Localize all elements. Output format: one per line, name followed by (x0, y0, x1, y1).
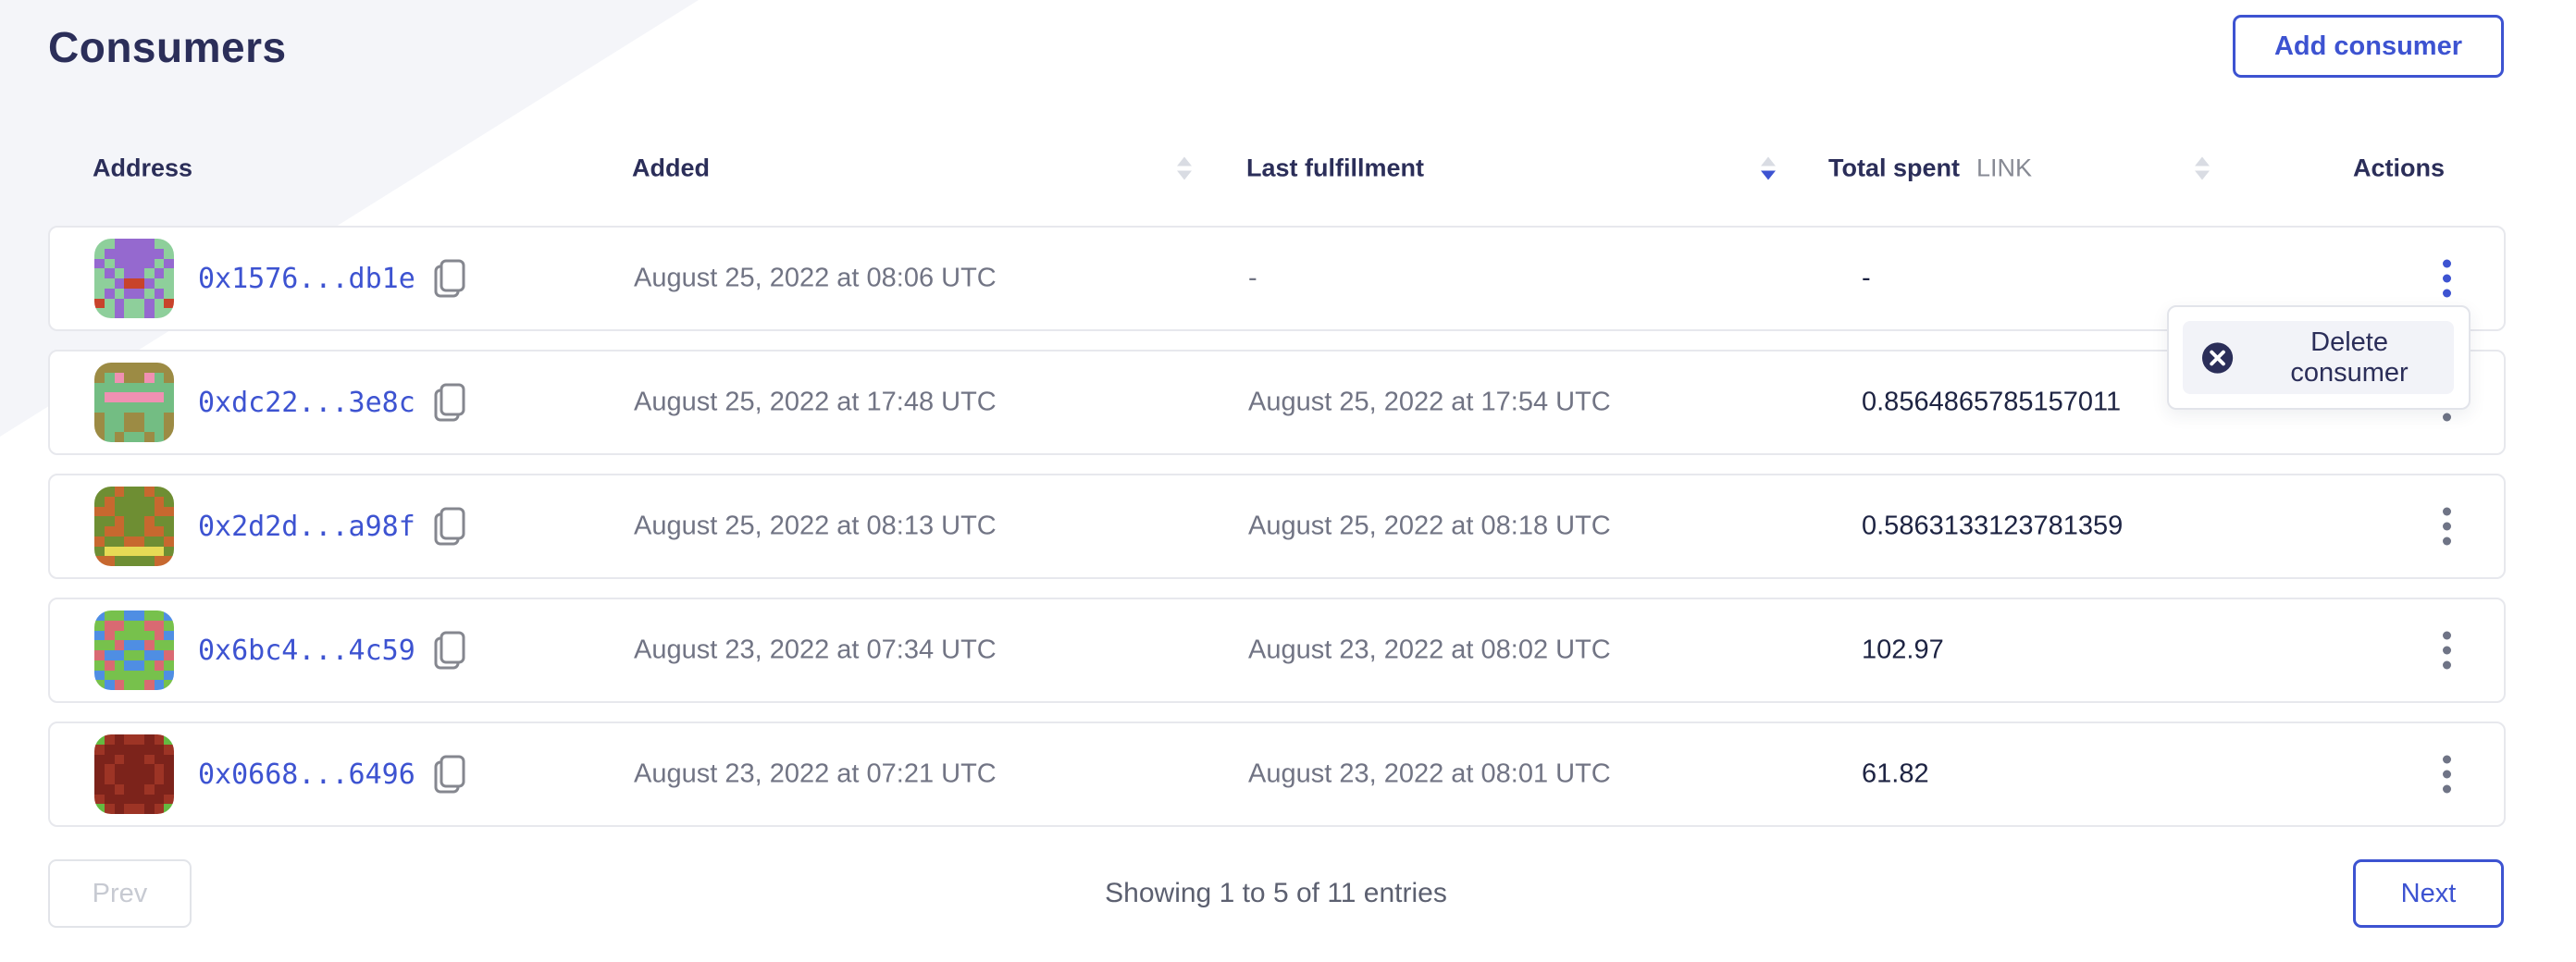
table-row: 0x1576...db1e August 25, 2022 at 08:06 U… (48, 226, 2506, 331)
last-fulfillment-cell: August 23, 2022 at 08:02 UTC (1248, 635, 1611, 665)
total-spent-label: Total spent (1828, 154, 1961, 182)
address-identicon (94, 239, 174, 318)
prev-page-button[interactable]: Prev (48, 859, 192, 928)
next-page-button[interactable]: Next (2353, 859, 2504, 928)
added-cell: August 23, 2022 at 07:21 UTC (634, 758, 997, 789)
page-title: Consumers (48, 23, 287, 71)
added-cell: August 25, 2022 at 17:48 UTC (634, 387, 997, 417)
address-cell: 0x2d2d...a98f (198, 507, 467, 546)
actions-cell (2434, 499, 2460, 555)
table-header: Address Added Last fulfillment Total spe… (0, 146, 2576, 191)
entries-summary: Showing 1 to 5 of 11 entries (1105, 878, 1447, 908)
copy-address-icon[interactable] (434, 259, 467, 298)
pagination-bar: Prev Showing 1 to 5 of 11 entries Next (48, 859, 2504, 928)
actions-cell (2434, 251, 2460, 307)
row-actions-kebab-icon[interactable] (2434, 251, 2460, 307)
added-cell: August 25, 2022 at 08:13 UTC (634, 511, 997, 541)
actions-cell (2434, 623, 2460, 679)
added-cell: August 25, 2022 at 08:06 UTC (634, 263, 997, 293)
last-fulfillment-cell: August 25, 2022 at 17:54 UTC (1248, 387, 1611, 417)
total-spent-cell: 61.82 (1862, 758, 1929, 789)
row-action-menu: Delete consumer (2167, 305, 2471, 410)
address-link[interactable]: 0xdc22...3e8c (198, 386, 415, 419)
total-spent-cell: 0.5863133123781359 (1862, 511, 2124, 541)
address-identicon (94, 610, 174, 690)
column-header-actions: Actions (2353, 154, 2446, 182)
consumer-table-body: 0x1576...db1e August 25, 2022 at 08:06 U… (48, 226, 2506, 845)
sort-icon-added[interactable] (1177, 156, 1192, 180)
total-spent-unit-label: LINK (1976, 154, 2033, 182)
table-row: 0xdc22...3e8c August 25, 2022 at 17:48 U… (48, 350, 2506, 455)
add-consumer-button[interactable]: Add consumer (2232, 15, 2504, 78)
actions-cell (2434, 746, 2460, 803)
address-link[interactable]: 0x1576...db1e (198, 262, 415, 295)
delete-consumer-menu-item[interactable]: Delete consumer (2183, 321, 2454, 394)
address-link[interactable]: 0x6bc4...4c59 (198, 634, 415, 667)
table-row: 0x0668...6496 August 23, 2022 at 07:21 U… (48, 722, 2506, 827)
address-identicon (94, 363, 174, 442)
added-cell: August 23, 2022 at 07:34 UTC (634, 635, 997, 665)
last-fulfillment-cell: August 23, 2022 at 08:01 UTC (1248, 758, 1611, 789)
last-fulfillment-cell: August 25, 2022 at 08:18 UTC (1248, 511, 1611, 541)
total-spent-cell: - (1862, 263, 1871, 293)
total-spent-cell: 102.97 (1862, 635, 1944, 665)
last-fulfillment-cell: - (1248, 263, 1257, 293)
copy-address-icon[interactable] (434, 755, 467, 794)
address-identicon (94, 734, 174, 814)
row-actions-kebab-icon[interactable] (2434, 623, 2460, 679)
table-row: 0x6bc4...4c59 August 23, 2022 at 07:34 U… (48, 598, 2506, 703)
address-identicon (94, 487, 174, 566)
delete-x-circle-icon (2201, 341, 2234, 374)
top-bar: Consumers Add consumer (48, 0, 2504, 102)
copy-address-icon[interactable] (434, 631, 467, 670)
sort-icon-total-spent[interactable] (2195, 156, 2210, 180)
delete-consumer-label: Delete consumer (2290, 327, 2409, 388)
column-header-added: Added (632, 154, 710, 182)
column-header-total-spent: Total spent LINK (1828, 154, 2032, 183)
table-row: 0x2d2d...a98f August 25, 2022 at 08:13 U… (48, 474, 2506, 579)
column-header-last-fulfillment: Last fulfillment (1246, 154, 1425, 182)
address-cell: 0x1576...db1e (198, 259, 467, 298)
copy-address-icon[interactable] (434, 383, 467, 422)
row-actions-kebab-icon[interactable] (2434, 499, 2460, 555)
address-link[interactable]: 0x0668...6496 (198, 758, 415, 791)
row-actions-kebab-icon[interactable] (2434, 746, 2460, 803)
column-header-address: Address (93, 154, 193, 182)
address-cell: 0xdc22...3e8c (198, 383, 467, 422)
address-link[interactable]: 0x2d2d...a98f (198, 510, 415, 543)
sort-icon-last-fulfillment[interactable] (1761, 156, 1776, 180)
copy-address-icon[interactable] (434, 507, 467, 546)
address-cell: 0x6bc4...4c59 (198, 631, 467, 670)
address-cell: 0x0668...6496 (198, 755, 467, 794)
total-spent-cell: 0.8564865785157011 (1862, 387, 2122, 417)
